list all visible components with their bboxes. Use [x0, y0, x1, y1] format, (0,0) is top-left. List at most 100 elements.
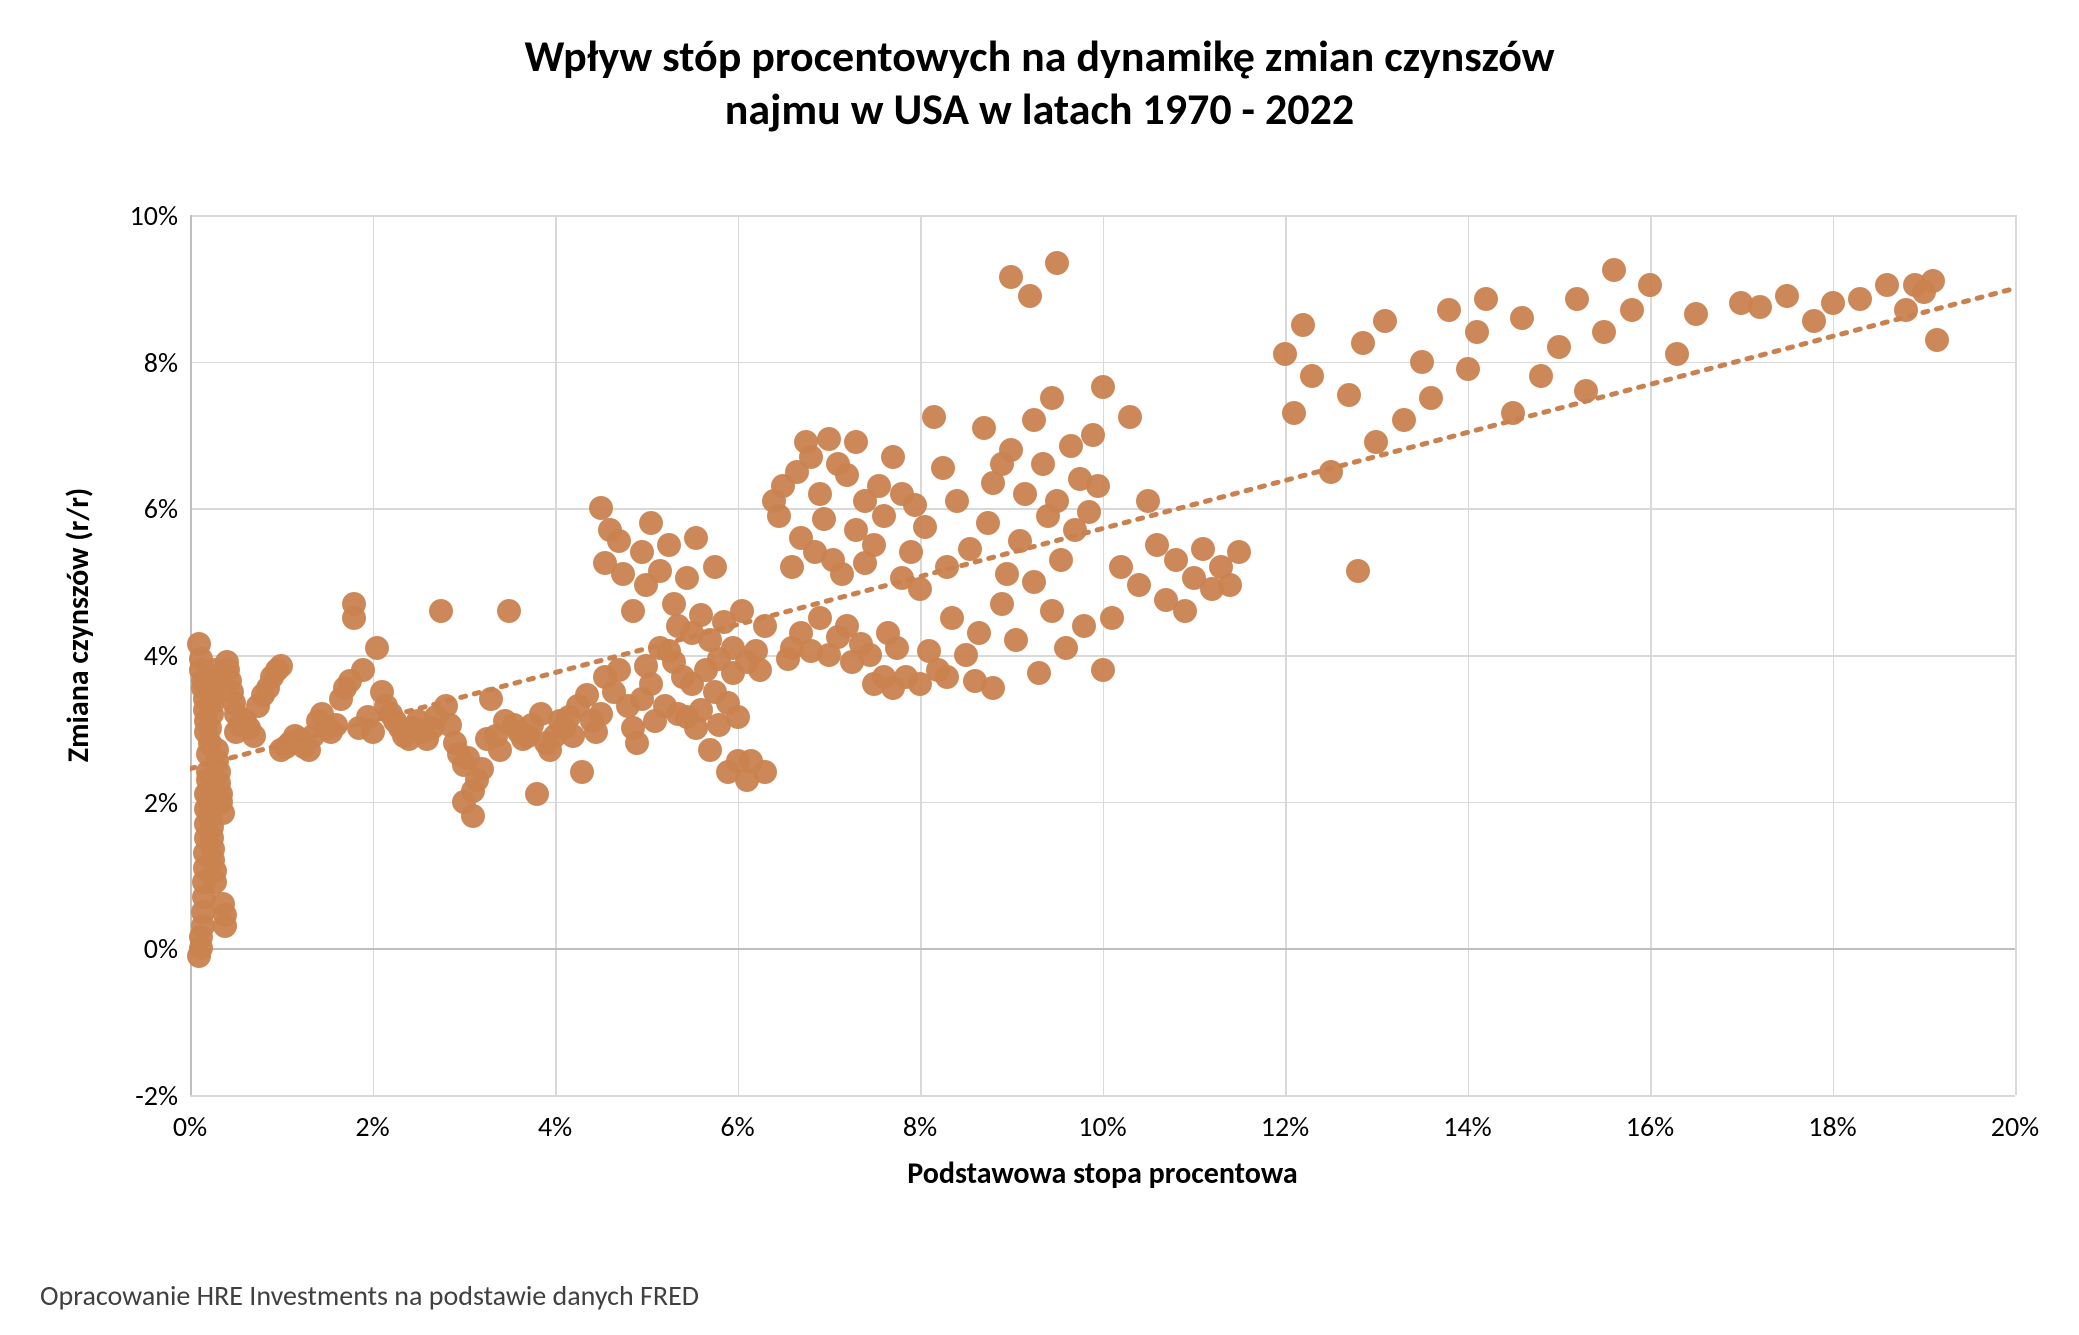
data-point	[995, 562, 1019, 586]
x-axis-zero-line	[190, 948, 2015, 950]
y-tick-label: 0%	[144, 931, 178, 966]
data-point	[589, 496, 613, 520]
data-point	[625, 731, 649, 755]
data-point	[611, 562, 635, 586]
data-point	[812, 507, 836, 531]
chart-title-line2: najmu w USA w latach 1970 - 2022	[0, 83, 2079, 136]
data-point	[1875, 273, 1899, 297]
data-point	[976, 511, 1000, 535]
chart-title: Wpływ stóp procentowych na dynamikę zmia…	[0, 30, 2079, 136]
data-point	[1282, 401, 1306, 425]
data-point	[1091, 375, 1115, 399]
data-point	[698, 738, 722, 762]
data-point	[990, 592, 1014, 616]
data-point	[1903, 273, 1927, 297]
data-point	[1018, 284, 1042, 308]
data-point	[881, 445, 905, 469]
data-point	[689, 603, 713, 627]
data-point	[525, 782, 549, 806]
data-point	[903, 493, 927, 517]
data-point	[1638, 273, 1662, 297]
data-point	[1510, 306, 1534, 330]
data-point	[470, 757, 494, 781]
x-tick-label: 6%	[703, 1109, 773, 1144]
data-point	[808, 482, 832, 506]
data-point	[1748, 295, 1772, 319]
grid-line-horizontal	[190, 1095, 2015, 1097]
data-point	[1291, 313, 1315, 337]
data-point	[908, 577, 932, 601]
data-point	[780, 555, 804, 579]
data-point	[972, 416, 996, 440]
data-point	[1008, 529, 1032, 553]
data-point	[1045, 489, 1069, 513]
x-tick-label: 8%	[885, 1109, 955, 1144]
data-point	[1337, 383, 1361, 407]
y-axis-label: Zmiana czynszów (r/r)	[60, 425, 97, 825]
data-point	[342, 606, 366, 630]
data-point	[1072, 614, 1096, 638]
data-point	[607, 529, 631, 553]
data-point	[913, 515, 937, 539]
data-point	[675, 566, 699, 590]
data-point	[1049, 548, 1073, 572]
data-point	[1173, 599, 1197, 623]
y-tick-label: -2%	[135, 1078, 178, 1113]
data-point	[844, 430, 868, 454]
data-point	[1273, 342, 1297, 366]
data-point	[648, 559, 672, 583]
data-point	[1419, 386, 1443, 410]
data-point	[1022, 570, 1046, 594]
data-point	[589, 702, 613, 726]
data-point	[1894, 298, 1918, 322]
data-point	[684, 526, 708, 550]
data-point	[1465, 320, 1489, 344]
data-point	[730, 599, 754, 623]
data-point	[1775, 284, 1799, 308]
data-point	[726, 705, 750, 729]
data-point	[607, 658, 631, 682]
data-point	[621, 599, 645, 623]
data-point	[1392, 408, 1416, 432]
data-point	[429, 599, 453, 623]
data-point	[365, 636, 389, 660]
data-point	[657, 533, 681, 557]
data-point	[1547, 335, 1571, 359]
data-point	[808, 606, 832, 630]
x-tick-label: 18%	[1798, 1109, 1868, 1144]
data-point	[1091, 658, 1115, 682]
data-point	[1300, 364, 1324, 388]
y-tick-label: 4%	[144, 638, 178, 673]
data-point	[1346, 559, 1370, 583]
x-tick-label: 10%	[1068, 1109, 1138, 1144]
data-point	[1081, 423, 1105, 447]
data-point	[361, 720, 385, 744]
data-point	[935, 665, 959, 689]
plot-area: 0%2%4%6%8%10%12%14%16%18%20%-2%0%2%4%6%8…	[190, 215, 2015, 1095]
data-point	[1086, 474, 1110, 498]
data-point	[461, 804, 485, 828]
data-point	[351, 658, 375, 682]
data-point	[1191, 537, 1215, 561]
data-point	[753, 760, 777, 784]
data-point	[211, 801, 235, 825]
data-point	[1456, 357, 1480, 381]
data-point	[1227, 540, 1251, 564]
data-point	[1802, 309, 1826, 333]
data-point	[213, 914, 237, 938]
data-point	[1529, 364, 1553, 388]
data-point	[242, 724, 266, 748]
data-point	[967, 621, 991, 645]
data-point	[799, 445, 823, 469]
x-tick-label: 0%	[155, 1109, 225, 1144]
data-point	[1077, 500, 1101, 524]
data-point	[1474, 287, 1498, 311]
data-point	[630, 540, 654, 564]
x-tick-label: 2%	[338, 1109, 408, 1144]
data-point	[1373, 309, 1397, 333]
y-tick-label: 2%	[144, 785, 178, 820]
data-point	[835, 463, 859, 487]
data-point	[570, 760, 594, 784]
data-point	[945, 489, 969, 513]
chart-title-line1: Wpływ stóp procentowych na dynamikę zmia…	[0, 30, 2079, 83]
